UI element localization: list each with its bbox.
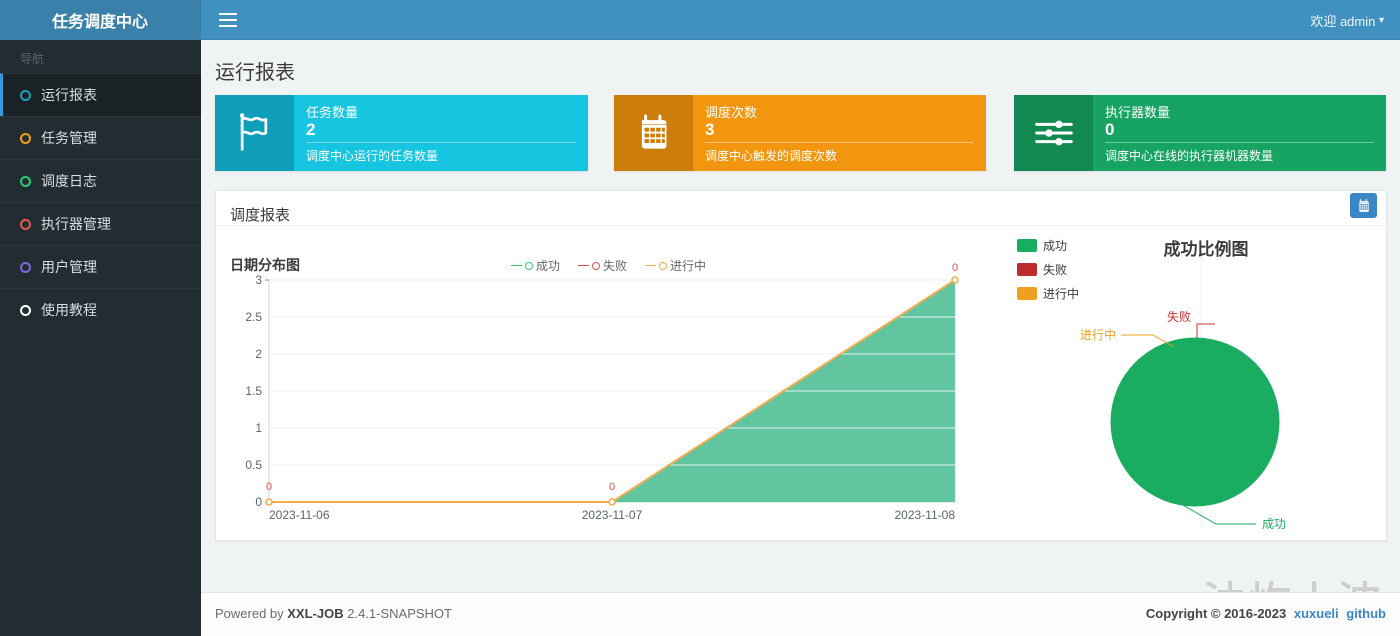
svg-text:失败: 失败 <box>1167 309 1191 324</box>
svg-text:成功: 成功 <box>1262 517 1286 531</box>
svg-text:进行中: 进行中 <box>1080 327 1116 342</box>
